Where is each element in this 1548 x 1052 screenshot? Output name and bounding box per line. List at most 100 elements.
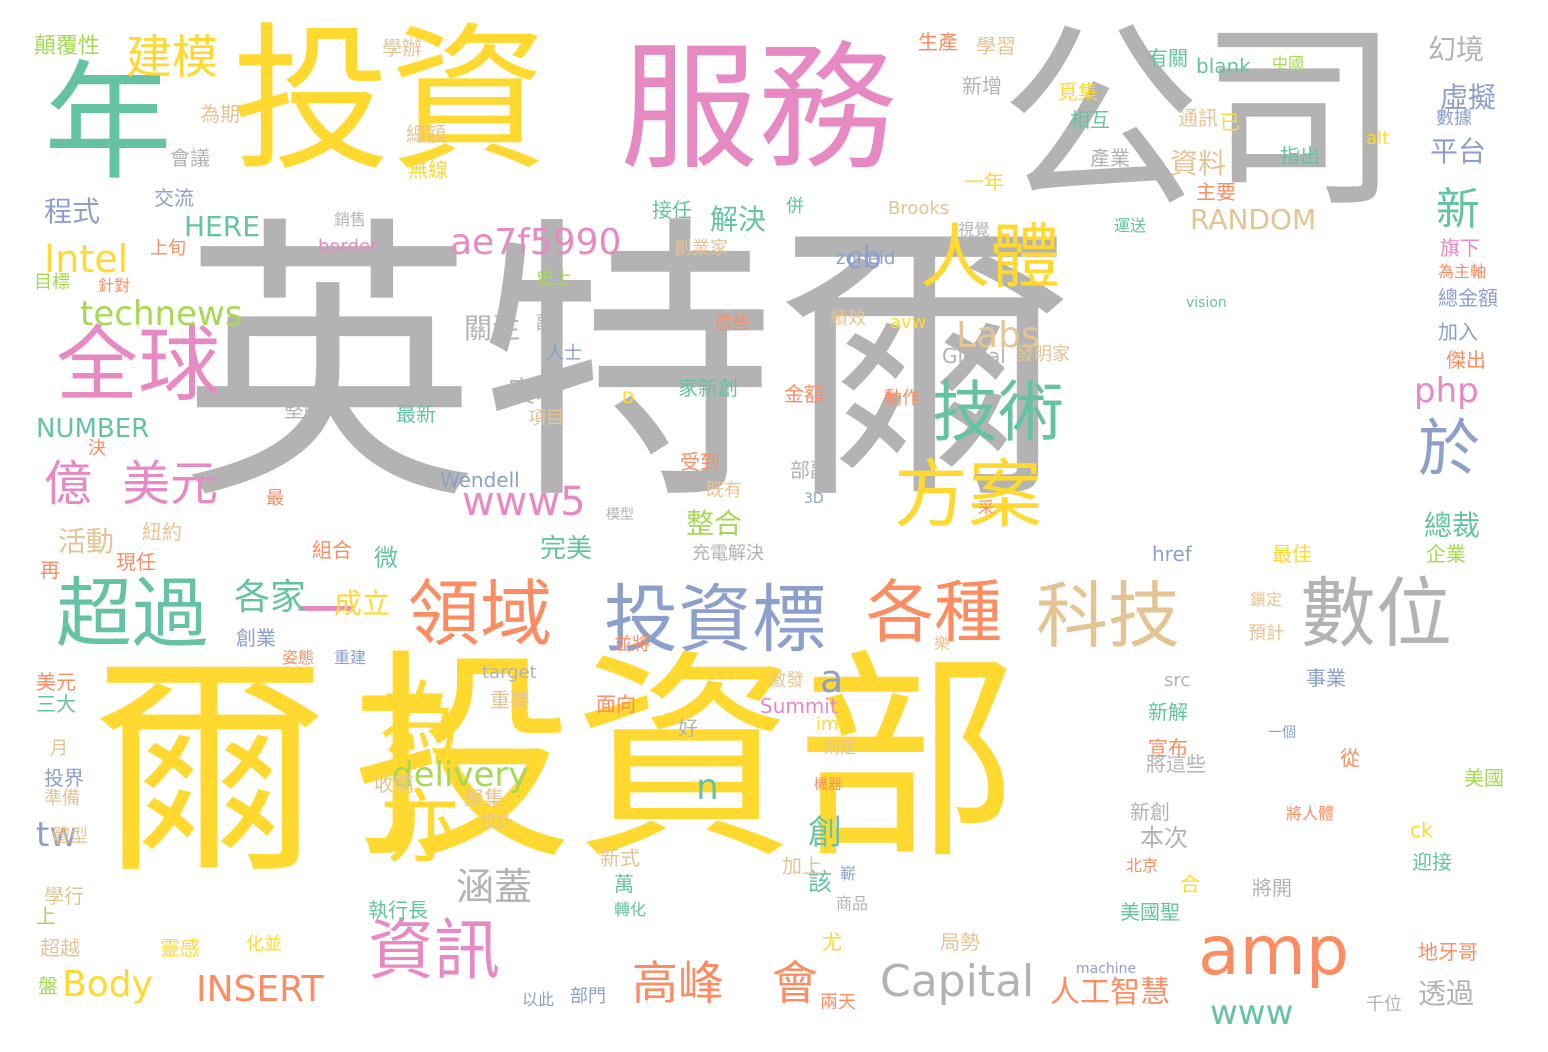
- cloud-word: 公司: [1000, 3, 1401, 236]
- cloud-word: 幻境: [1428, 33, 1485, 66]
- cloud-word: 數據: [1436, 108, 1472, 129]
- cloud-word: www5: [462, 479, 586, 525]
- cloud-word: border: [318, 236, 378, 257]
- cloud-word: 準備: [44, 788, 80, 809]
- cloud-word: 預計: [1248, 623, 1284, 644]
- cloud-word: 新: [1436, 184, 1480, 235]
- cloud-word: 平台: [1430, 135, 1487, 168]
- cloud-word: 科技: [1036, 574, 1181, 658]
- cloud-word: 完美: [540, 534, 593, 564]
- cloud-word: 顛覆性: [34, 34, 101, 59]
- cloud-word: 為主軸: [1438, 262, 1487, 281]
- cloud-word: 旗下: [1440, 236, 1480, 260]
- cloud-word: 傑出: [1446, 348, 1486, 372]
- cloud-word: 投界: [44, 766, 84, 790]
- cloud-word: 新創: [1130, 800, 1170, 824]
- cloud-word: 美國: [1464, 766, 1504, 790]
- cloud-word: 活動: [58, 525, 115, 558]
- cloud-word: 好: [678, 716, 698, 740]
- cloud-word: 紐約: [142, 520, 182, 544]
- cloud-word: 鎖定: [1250, 590, 1283, 609]
- cloud-word: 激發: [768, 670, 804, 691]
- cloud-word: 姿態: [282, 648, 315, 667]
- cloud-word: zoneid: [836, 248, 896, 269]
- cloud-word: 受到: [680, 450, 720, 474]
- cloud-word: 收購: [374, 772, 414, 796]
- cloud-word: img: [816, 714, 850, 735]
- cloud-word: 將這些: [1146, 752, 1206, 776]
- cloud-word: alt: [1366, 128, 1390, 149]
- cloud-word: Global: [942, 344, 1006, 368]
- cloud-word: n: [696, 767, 719, 808]
- cloud-word: 以此: [522, 990, 555, 1009]
- cloud-word: www: [1210, 993, 1294, 1033]
- cloud-word: 學行: [44, 884, 84, 908]
- cloud-word: 加上: [782, 854, 822, 878]
- cloud-word: 執行長: [368, 898, 428, 922]
- cloud-word: 組合: [312, 538, 352, 562]
- cloud-word: 服務: [620, 28, 897, 189]
- cloud-word: 銷售: [334, 210, 367, 229]
- cloud-word: 合: [1180, 872, 1200, 896]
- cloud-word: 面向: [596, 692, 636, 716]
- cloud-word: 主要: [1196, 180, 1236, 204]
- cloud-word: 尤: [822, 930, 842, 954]
- cloud-word: 運送: [1114, 216, 1147, 235]
- cloud-word: 樂: [934, 634, 951, 653]
- cloud-word: 美元: [122, 456, 219, 512]
- cloud-word: 已: [1220, 110, 1240, 134]
- cloud-word: 上: [36, 904, 56, 928]
- cloud-word: 將人體: [1286, 804, 1335, 823]
- cloud-word: 模型: [606, 507, 634, 523]
- cloud-word: 美國聖: [1120, 900, 1180, 924]
- cloud-word: 英特爾: [180, 193, 1074, 540]
- cloud-word: 年: [44, 49, 173, 198]
- cloud-word: 宣布: [1148, 736, 1188, 760]
- cloud-word: NUMBER: [36, 414, 150, 444]
- cloud-word: 覓集: [1058, 80, 1098, 104]
- cloud-word: 部門: [570, 986, 606, 1007]
- cloud-word: RANDOM: [1190, 203, 1317, 236]
- cloud-word: src: [1164, 670, 1191, 691]
- cloud-word: 億: [44, 456, 93, 512]
- cloud-word: 事業: [1306, 666, 1346, 690]
- cloud-word: 北京: [1126, 856, 1159, 875]
- cloud-word: 局勢: [940, 930, 980, 954]
- cloud-word: 總裁: [1424, 509, 1481, 542]
- cloud-word: tw: [36, 815, 78, 855]
- cloud-word: 3D: [804, 491, 824, 507]
- cloud-word: 數位: [1300, 569, 1452, 658]
- cloud-word: 產業: [1090, 146, 1130, 170]
- cloud-word: 高峰: [632, 956, 724, 1010]
- cloud-word: 涵蓋: [456, 865, 533, 909]
- cloud-word: 該: [808, 868, 832, 896]
- cloud-word: 化並: [246, 934, 282, 955]
- cloud-word: 人工智慧: [1050, 975, 1170, 1010]
- cloud-word: 將開: [1252, 876, 1292, 900]
- cloud-word: 總金額: [1438, 286, 1498, 310]
- cloud-word: 有關: [1148, 46, 1188, 70]
- cloud-word: 創業家: [674, 238, 728, 259]
- cloud-word: 併: [786, 196, 804, 217]
- cloud-word: 資訊: [368, 912, 500, 989]
- cloud-word: 充電解決: [692, 543, 764, 564]
- cloud-word: 人體: [920, 216, 1060, 298]
- cloud-word: blank: [1196, 54, 1251, 78]
- cloud-word: 從: [1340, 746, 1360, 770]
- cloud-word: 項目: [528, 408, 564, 429]
- cloud-word: 機器: [814, 777, 842, 793]
- cloud-word: 並將: [614, 634, 650, 655]
- cloud-word: 投資: [232, 9, 548, 193]
- cloud-word: a: [820, 657, 844, 701]
- cloud-word: 為期: [200, 102, 240, 126]
- cloud-word: 無線: [408, 158, 448, 182]
- cloud-word: 透過: [1418, 977, 1475, 1010]
- cloud-word: 這些: [714, 313, 750, 334]
- cloud-word: vision: [1186, 295, 1227, 311]
- cloud-word: 通訊: [1178, 106, 1218, 130]
- cloud-word: 體型: [52, 826, 88, 847]
- cloud-word: 會: [772, 956, 818, 1010]
- cloud-word: 投資標: [604, 577, 826, 663]
- cloud-word: 最: [266, 488, 284, 509]
